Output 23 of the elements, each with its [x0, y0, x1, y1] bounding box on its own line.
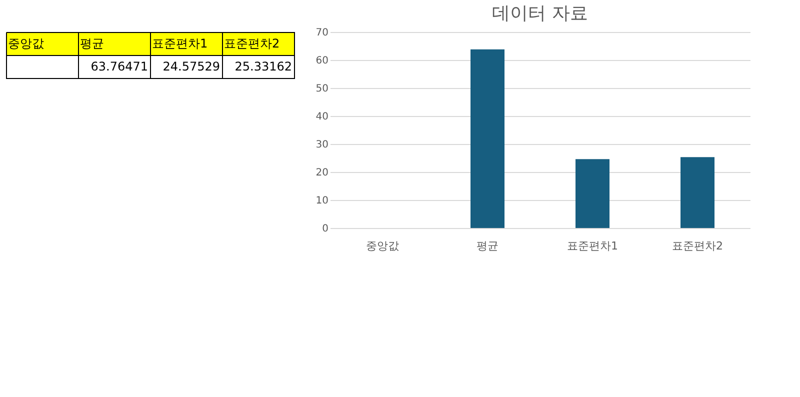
text: 63.76471: [90, 60, 148, 74]
x-tick-label: 중앙값: [366, 240, 399, 252]
bar: [680, 157, 714, 228]
y-tick-label: 60: [316, 56, 328, 66]
text: 표준편차2: [224, 36, 280, 50]
text: 24.57529: [162, 60, 220, 74]
y-tick-label: 50: [316, 84, 328, 94]
text: 평균: [80, 36, 104, 50]
x-tick-label: 평균: [476, 240, 498, 252]
bar: [470, 49, 504, 228]
chart-title: 데이터 자료: [492, 3, 588, 24]
y-tick-label: 70: [316, 28, 328, 38]
x-tick-label: 표준편차2: [672, 240, 723, 252]
y-tick-label: 40: [316, 112, 328, 122]
y-tick-label: 20: [316, 168, 328, 178]
y-tick-label: 10: [316, 196, 328, 206]
text: 중앙값: [8, 36, 44, 50]
y-tick-label: 30: [316, 140, 328, 150]
y-tick-label: 0: [322, 224, 328, 234]
x-tick-label: 표준편차1: [567, 240, 618, 252]
text: 표준편차1: [152, 36, 208, 50]
text: 25.33162: [234, 60, 292, 74]
bar: [576, 159, 610, 228]
